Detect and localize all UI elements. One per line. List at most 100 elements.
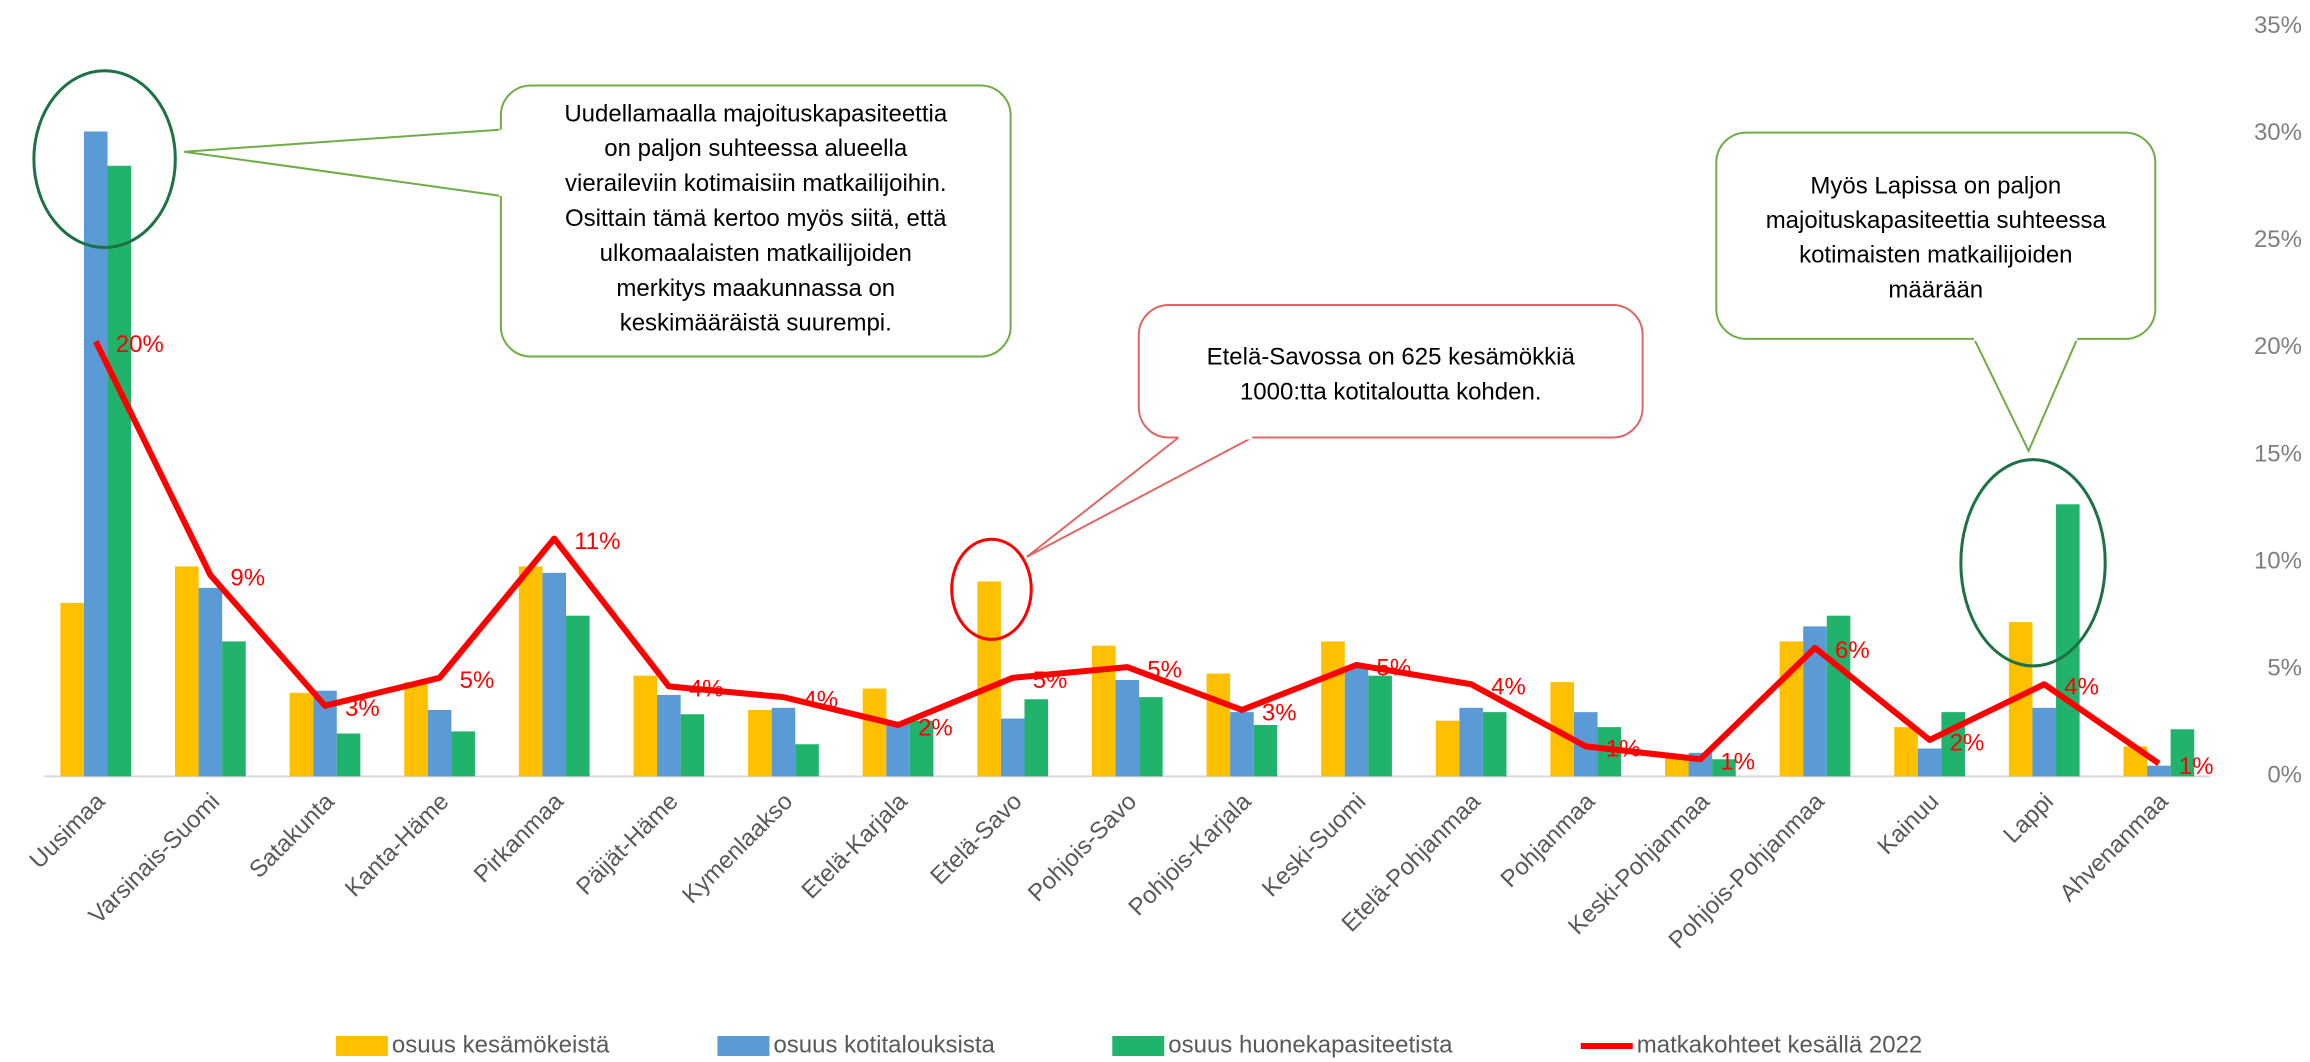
data-label: 4% bbox=[803, 686, 838, 713]
bar bbox=[198, 587, 223, 777]
y-tick-label: 15% bbox=[2254, 440, 2302, 467]
bar bbox=[222, 641, 246, 777]
x-tick-label: Etelä-Savo bbox=[925, 788, 1027, 890]
x-tick-label: Pirkanmaa bbox=[469, 788, 570, 889]
data-label: 5% bbox=[1147, 656, 1182, 683]
x-tick-label: Keski-Suomi bbox=[1257, 788, 1371, 902]
bar bbox=[977, 581, 1001, 777]
bar bbox=[2008, 622, 2033, 777]
data-label: 5% bbox=[1377, 654, 1412, 681]
legend-label: osuus kotitalouksista bbox=[773, 1031, 995, 1058]
bar bbox=[1712, 759, 1736, 777]
data-label: 1% bbox=[1720, 749, 1755, 776]
bar bbox=[1665, 757, 1689, 777]
bar bbox=[680, 714, 705, 777]
bar bbox=[1803, 626, 1827, 777]
bar bbox=[566, 615, 590, 777]
data-label: 3% bbox=[1262, 699, 1297, 726]
bar bbox=[1000, 718, 1025, 777]
x-tick-label: Pohjois-Karjala bbox=[1123, 788, 1257, 922]
data-label: 20% bbox=[116, 331, 164, 358]
x-tick-label: Satakunta bbox=[244, 788, 340, 884]
bar bbox=[2147, 765, 2171, 777]
callout-text: majoituskapasiteettia suhteessa bbox=[1766, 207, 2107, 234]
legend-label: osuus huonekapasiteetista bbox=[1168, 1031, 1453, 1058]
bar bbox=[83, 131, 108, 777]
callout-pointer bbox=[184, 128, 502, 197]
bar bbox=[909, 720, 934, 777]
bar bbox=[1917, 748, 1942, 777]
bar bbox=[748, 709, 772, 777]
bar bbox=[289, 692, 314, 777]
bar bbox=[1024, 699, 1049, 777]
y-tick-label: 35% bbox=[2254, 12, 2302, 39]
x-tick-label: Etelä-Karjala bbox=[797, 788, 914, 905]
x-tick-label: Kainuu bbox=[1872, 788, 1944, 860]
bar bbox=[795, 744, 819, 777]
callout-text: merkitys maakunnassa on bbox=[616, 275, 895, 302]
data-label: 1% bbox=[2179, 753, 2214, 780]
callout-text: Myös Lapissa on paljon bbox=[1810, 172, 2061, 199]
callout-pointer bbox=[1026, 436, 1253, 558]
bar bbox=[427, 709, 452, 777]
callout-box bbox=[499, 84, 1012, 358]
data-label: 5% bbox=[460, 667, 495, 694]
x-tick-label: Kanta-Häme bbox=[340, 788, 454, 902]
data-label: 5% bbox=[1033, 667, 1068, 694]
bar bbox=[542, 572, 567, 777]
bar bbox=[2056, 504, 2080, 777]
callout-text: määrään bbox=[1888, 276, 1983, 303]
legend-label: matkakohteet kesällä 2022 bbox=[1637, 1031, 1923, 1058]
bar bbox=[404, 682, 428, 777]
callout-text: ulkomaalaisten matkailijoiden bbox=[600, 240, 912, 267]
bar bbox=[518, 566, 543, 777]
legend-swatch bbox=[335, 1035, 388, 1056]
data-label: 1% bbox=[1606, 736, 1641, 763]
bar bbox=[313, 690, 337, 777]
y-tick-label: 25% bbox=[2254, 226, 2302, 253]
data-label: 4% bbox=[2064, 674, 2099, 701]
callout-text: Uudellamaalla majoituskapasiteettia bbox=[564, 100, 948, 127]
y-tick-label: 10% bbox=[2254, 547, 2302, 574]
callout-pointer bbox=[1973, 338, 2079, 454]
bar bbox=[1344, 667, 1369, 777]
callout-text: vieraileviin kotimaisiin matkailijoihin. bbox=[565, 170, 946, 197]
y-tick-label: 5% bbox=[2267, 655, 2302, 682]
data-label: 11% bbox=[574, 528, 620, 555]
callout-text: Etelä-Savossa on 625 kesämökkiä bbox=[1207, 343, 1576, 370]
data-label: 6% bbox=[1835, 637, 1870, 664]
data-label: 3% bbox=[345, 695, 380, 722]
bar bbox=[1253, 724, 1278, 777]
legend-label: osuus kesämökeistä bbox=[392, 1031, 610, 1058]
callout-text: on paljon suhteessa alueella bbox=[604, 135, 908, 162]
callout-text: 1000:tta kotitaloutta kohden. bbox=[1240, 379, 1542, 406]
highlight-ellipse bbox=[1959, 458, 2107, 668]
bar bbox=[1368, 675, 1392, 777]
bar bbox=[862, 688, 887, 777]
bar bbox=[886, 722, 910, 777]
x-tick-label: Pohjanmaa bbox=[1496, 788, 1601, 893]
bar bbox=[1230, 712, 1254, 777]
bar bbox=[1482, 712, 1507, 777]
data-label: 4% bbox=[689, 676, 724, 703]
data-label: 9% bbox=[230, 564, 265, 591]
y-tick-label: 20% bbox=[2254, 333, 2302, 360]
x-tick-label: Ahvenanmaa bbox=[2054, 788, 2174, 908]
data-label: 2% bbox=[1950, 729, 1985, 756]
bar bbox=[1550, 682, 1574, 777]
bar bbox=[1091, 645, 1116, 777]
callout-box bbox=[1137, 303, 1644, 439]
callout-text: Osittain tämä kertoo myös siitä, että bbox=[565, 205, 947, 232]
bar bbox=[2032, 707, 2057, 777]
bar bbox=[1826, 615, 1851, 777]
x-tick-label: Päijät-Häme bbox=[571, 788, 683, 900]
legend-swatch bbox=[717, 1035, 770, 1056]
bar bbox=[107, 165, 132, 777]
x-tick-label: Kymenlaakso bbox=[677, 788, 798, 909]
legend-swatch bbox=[1112, 1035, 1165, 1056]
bar bbox=[1206, 673, 1231, 777]
x-tick-label: Pohjois-Savo bbox=[1023, 788, 1142, 907]
highlight-ellipse bbox=[950, 537, 1033, 641]
